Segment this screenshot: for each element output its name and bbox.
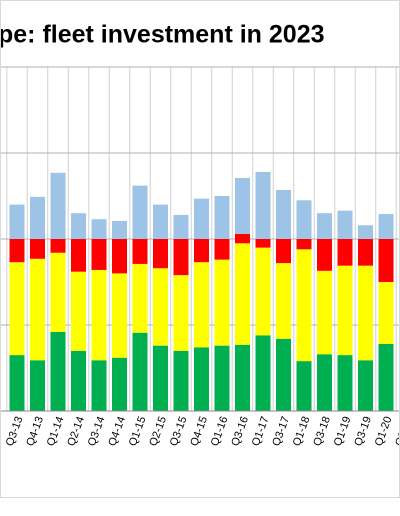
bar-segment bbox=[132, 332, 148, 411]
x-tick-label: Q3-20 bbox=[393, 415, 400, 448]
bar-segment bbox=[378, 282, 394, 344]
bar-segment bbox=[235, 243, 250, 345]
bar-segment bbox=[173, 275, 189, 351]
bar-segment bbox=[71, 239, 86, 272]
bar-segment bbox=[91, 219, 107, 239]
x-tick-label: Q4-15 bbox=[188, 415, 210, 448]
bar-segment bbox=[9, 262, 25, 356]
bar-segment bbox=[173, 350, 189, 411]
bar-segment bbox=[194, 347, 209, 411]
bar-segment bbox=[235, 233, 250, 244]
x-tick-label: Q3-19 bbox=[352, 415, 374, 448]
bar-segment bbox=[255, 247, 271, 336]
bar-segment bbox=[235, 344, 250, 411]
x-tick-label: Q1-17 bbox=[250, 415, 272, 448]
bar-segment bbox=[337, 265, 353, 356]
bar-segment bbox=[91, 360, 107, 411]
bar-segment bbox=[194, 198, 209, 239]
bar-segment bbox=[296, 200, 312, 239]
x-tick-label: Q3-14 bbox=[86, 415, 108, 448]
x-tick-label: Q3-16 bbox=[229, 415, 251, 448]
bar-segment bbox=[317, 270, 332, 355]
bar-segment bbox=[296, 239, 312, 250]
bar-segment bbox=[91, 269, 107, 361]
bar-segment bbox=[378, 343, 394, 411]
bar-segment bbox=[50, 252, 66, 332]
x-tick-label: Q3-15 bbox=[168, 415, 190, 448]
bar-segment bbox=[276, 263, 291, 339]
x-tick-label: Q4-13 bbox=[24, 415, 46, 448]
bar-segment bbox=[255, 171, 271, 239]
x-tick-label: Q1-20 bbox=[373, 415, 395, 448]
x-tick-label: Q1-14 bbox=[45, 415, 67, 448]
bar-segment bbox=[173, 239, 189, 276]
bar-segment bbox=[71, 213, 86, 239]
bar-segment bbox=[337, 355, 353, 411]
bar-segment bbox=[378, 214, 394, 239]
bar-segment bbox=[358, 239, 373, 266]
bar-segment bbox=[214, 196, 230, 239]
bar-segment bbox=[276, 189, 291, 239]
x-tick-label: Q3-18 bbox=[311, 415, 333, 448]
bar-segment bbox=[30, 258, 45, 361]
bar-segment bbox=[317, 213, 332, 239]
bar-segment bbox=[153, 345, 168, 411]
bar-segment bbox=[358, 265, 373, 361]
x-tick-label: Q2-15 bbox=[147, 415, 169, 448]
bar-segment bbox=[50, 331, 66, 411]
bar-segment bbox=[337, 239, 353, 266]
bar-segment bbox=[132, 185, 148, 239]
bar-segment bbox=[71, 350, 86, 411]
bar-segment bbox=[30, 196, 45, 239]
bar-segment bbox=[71, 271, 86, 351]
bar-segment bbox=[194, 239, 209, 263]
bar-segment bbox=[9, 239, 25, 263]
bar-segment bbox=[9, 204, 25, 239]
bar-segment bbox=[50, 172, 66, 239]
bar-segment bbox=[50, 239, 66, 253]
bar-segment bbox=[214, 345, 230, 411]
x-tick-label: Q1-19 bbox=[332, 415, 354, 448]
bar-segment bbox=[235, 177, 250, 234]
bar-segment bbox=[255, 239, 271, 248]
bar-segment bbox=[337, 210, 353, 239]
bar-segment bbox=[132, 239, 148, 264]
x-tick-label: Q1-18 bbox=[291, 415, 313, 448]
bar-segment bbox=[276, 338, 291, 411]
bar-segment bbox=[378, 239, 394, 282]
x-tick-label: Q2-14 bbox=[65, 415, 87, 448]
bar-segment bbox=[296, 249, 312, 362]
bar-segment bbox=[112, 273, 127, 358]
bar-segment bbox=[214, 239, 230, 260]
bar-segment bbox=[317, 239, 332, 271]
bar-segment bbox=[30, 360, 45, 411]
bar-segment bbox=[276, 239, 291, 264]
chart-title: pe: fleet investment in 2023 bbox=[0, 21, 325, 49]
x-tick-label: Q3-17 bbox=[270, 415, 292, 448]
bar-segment bbox=[358, 225, 373, 239]
bar-segment bbox=[317, 354, 332, 411]
x-tick-label: Q1-16 bbox=[209, 415, 231, 448]
bar-segment bbox=[214, 259, 230, 346]
x-tick-label: Q3-13 bbox=[4, 415, 26, 448]
bar-segment bbox=[153, 268, 168, 346]
bar-segment bbox=[173, 214, 189, 239]
bar-segment bbox=[132, 263, 148, 333]
bar-segment bbox=[112, 220, 127, 239]
bar-segment bbox=[9, 355, 25, 411]
bar-segment bbox=[296, 361, 312, 411]
bar-segment bbox=[91, 239, 107, 270]
bar-segment bbox=[255, 335, 271, 411]
bar-segment bbox=[194, 262, 209, 348]
bar-segment bbox=[112, 239, 127, 274]
bar-segment bbox=[153, 204, 168, 239]
bar-segment bbox=[153, 239, 168, 269]
bar-segment bbox=[358, 360, 373, 411]
x-tick-label: Q1-15 bbox=[127, 415, 149, 448]
bar-segment bbox=[30, 239, 45, 259]
bar-segment bbox=[112, 357, 127, 411]
x-tick-label: Q4-14 bbox=[106, 415, 128, 448]
